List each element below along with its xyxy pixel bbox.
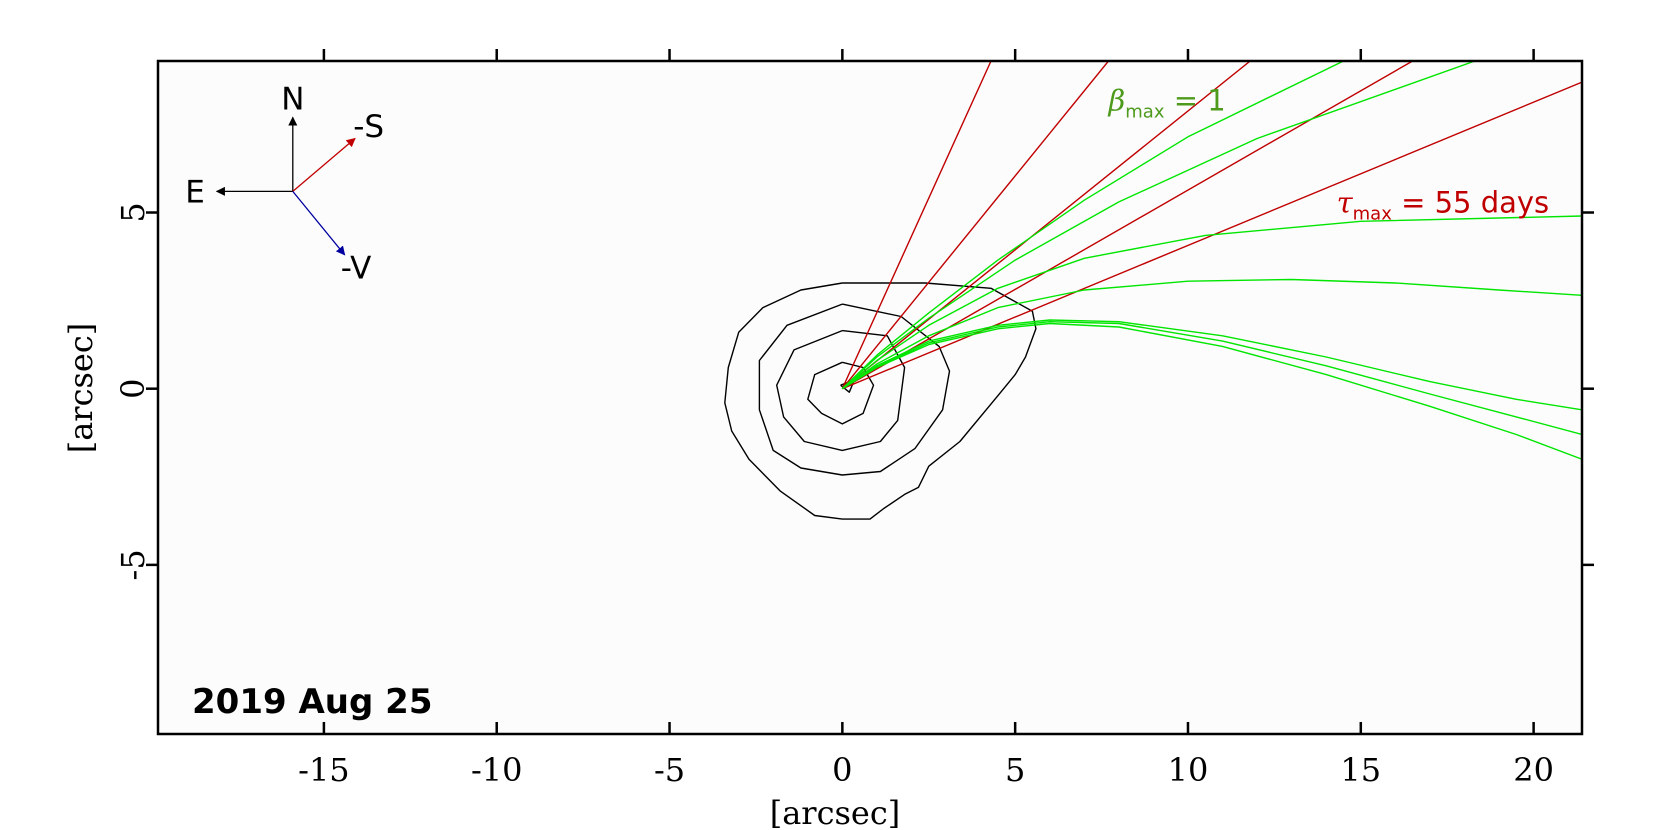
y-tick-label: -5 <box>114 549 152 580</box>
x-tick-label: 20 <box>1513 751 1554 789</box>
syndyne-line-12 <box>841 322 1582 460</box>
compass-label: N <box>281 81 304 117</box>
compass-label: -V <box>341 251 372 287</box>
synchrone-line-2 <box>841 61 1110 390</box>
syndyne-line-10 <box>841 319 1582 411</box>
synchrone-line-3 <box>841 61 1251 390</box>
y-axis-title: [arcsec] <box>62 323 100 454</box>
y-tick-label: 0 <box>114 379 152 399</box>
synchrone-line-1 <box>841 61 992 389</box>
plot-area <box>158 61 1582 734</box>
syndyne-line-6 <box>841 61 1344 390</box>
syndyne-line-9 <box>841 278 1582 390</box>
beta-max-annotation: βmax = 1 <box>1108 83 1226 122</box>
y-tick-label: 5 <box>114 202 152 222</box>
compass-arrow-minus-v <box>292 190 346 256</box>
x-tick-label: 5 <box>1005 751 1025 789</box>
plot-frame <box>156 59 1584 736</box>
date-label: 2019 Aug 25 <box>192 682 432 722</box>
tau-max-annotation: τmax = 55 days <box>1337 186 1550 225</box>
compass-label: -S <box>353 109 384 145</box>
x-tick-label: -15 <box>298 751 350 789</box>
x-tick-label: -5 <box>654 751 685 789</box>
synchrone-line-4 <box>841 61 1413 390</box>
x-tick-label: 15 <box>1340 751 1381 789</box>
compass-rose: N E -S -V <box>185 81 384 286</box>
contour-level-4 <box>758 303 951 476</box>
syndyne-line-7 <box>841 61 1476 390</box>
compass-label: E <box>185 174 205 210</box>
syndyne-line-11 <box>841 321 1582 436</box>
x-tick-label: 10 <box>1168 751 1209 789</box>
model-annotations: βmax = 1 τmax = 55 days <box>1108 83 1550 224</box>
compass-arrow-minus-s <box>292 137 356 192</box>
dust-model-curves <box>841 61 1582 460</box>
x-axis-title: [arcsec] <box>770 794 901 830</box>
syndyne-line-8 <box>841 215 1582 390</box>
x-tick-label: 0 <box>832 751 852 789</box>
x-tick-label: -10 <box>471 751 523 789</box>
axis-ticks: -15 -10 -5 0 5 10 15 20 -5 0 5 <box>114 49 1594 789</box>
contour-level-5 <box>724 282 1037 520</box>
